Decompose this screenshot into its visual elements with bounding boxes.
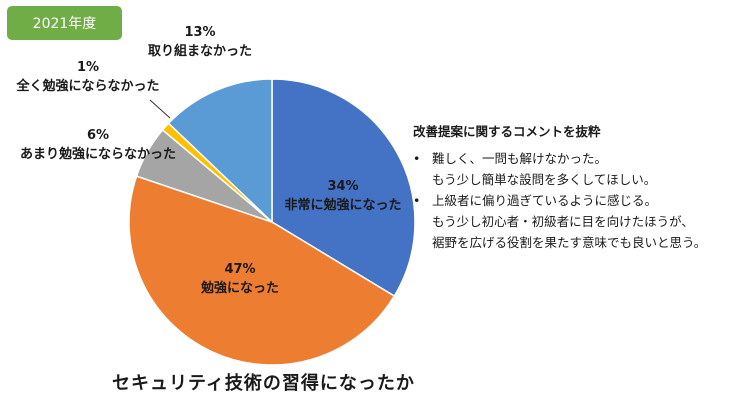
slice-category-label: 全く勉強にならなかった bbox=[15, 78, 159, 94]
slice-category-label: あまり勉強にならなかった bbox=[20, 146, 176, 162]
chart-title: セキュリティ技術の習得になったか bbox=[112, 373, 415, 394]
slice-category-label: 非常に勉強になった bbox=[284, 197, 401, 213]
year-badge: 2021年度 bbox=[7, 6, 122, 40]
bullet: • bbox=[413, 151, 421, 166]
pie-slice bbox=[167, 78, 273, 224]
slice-percent-label: 13% bbox=[184, 25, 215, 40]
slice-percent-label: 34% bbox=[327, 179, 358, 194]
slice-category-label: 勉強になった bbox=[200, 280, 279, 296]
slice-percent-label: 6% bbox=[87, 128, 109, 143]
pie-slice bbox=[128, 175, 396, 366]
slice-percent-label: 1% bbox=[77, 60, 99, 75]
pie-slice bbox=[271, 78, 416, 298]
comment-line: 裾野を広げる役割を果たす意味でも良いと思う。 bbox=[432, 235, 707, 250]
comment-line: もう少し初心者・初級者に目を向けたほうが、 bbox=[432, 214, 694, 229]
pie-labels: 34% 非常に勉強になった 47% 勉強になった 6% あまり勉強にならなかった 1% 全く勉… bbox=[15, 25, 401, 296]
comment-item: • 難しく、一問も解けなかった。 もう少し簡単な設問を多くしてほしい。 bbox=[413, 148, 748, 190]
comment-line: 上級者に偏り過ぎているように感じる。 bbox=[432, 193, 658, 208]
leader-lines bbox=[149, 99, 171, 119]
comment-line: 難しく、一問も解けなかった。 bbox=[432, 151, 608, 166]
comment-item: • 上級者に偏り過ぎているように感じる。 もう少し初心者・初級者に目を向けたほう… bbox=[413, 190, 748, 253]
slice-percent-label: 47% bbox=[224, 262, 255, 277]
comment-line: もう少し簡単な設問を多くしてほしい。 bbox=[432, 172, 657, 187]
bullet: • bbox=[413, 193, 421, 208]
comments-title: 改善提案に関するコメントを抜粋 bbox=[413, 124, 601, 139]
leader-line bbox=[149, 99, 171, 119]
comments-panel: 改善提案に関するコメントを抜粋 • 難しく、一問も解けなかった。 もう少し簡単な… bbox=[413, 121, 748, 253]
pie-slices bbox=[128, 78, 416, 366]
slice-category-label: 取り組まなかった bbox=[148, 43, 252, 59]
